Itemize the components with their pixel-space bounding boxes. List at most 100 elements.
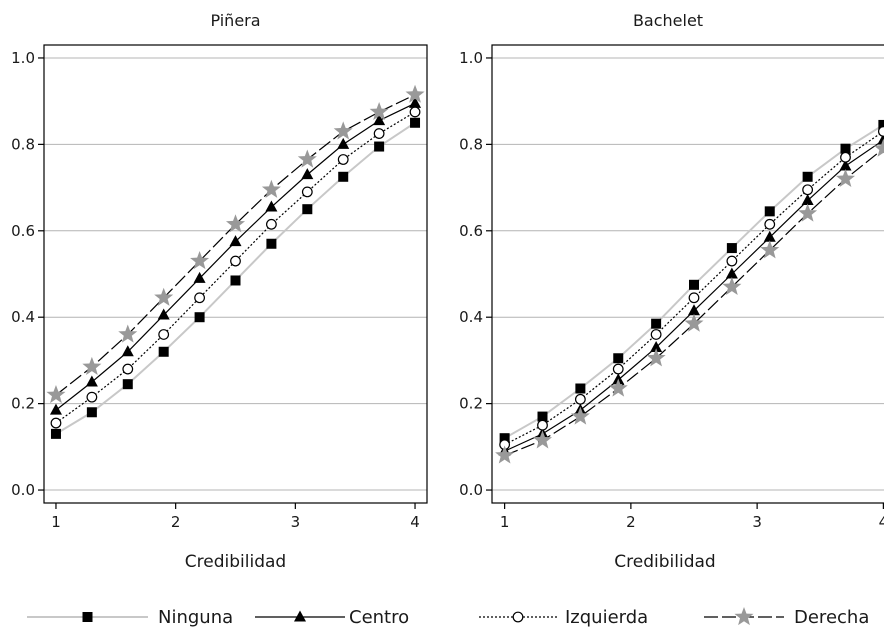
y-tick-label: 0.8 — [11, 135, 35, 153]
x-axis-label: Credibilidad — [614, 552, 715, 572]
data-point-ninguna — [878, 119, 884, 130]
data-point-derecha — [873, 138, 884, 157]
data-point-ninguna — [410, 117, 421, 128]
data-point-ninguna — [122, 379, 133, 390]
data-point-derecha — [190, 251, 210, 270]
data-point-centro — [725, 267, 738, 279]
data-point-ninguna — [726, 243, 737, 254]
data-point-ninguna — [86, 407, 97, 418]
data-point-derecha — [760, 240, 780, 259]
data-point-ninguna — [764, 206, 775, 217]
data-point-centro — [193, 271, 206, 283]
data-point-izquierda — [537, 419, 548, 431]
data-point-derecha — [261, 179, 281, 198]
data-point-izquierda — [688, 292, 700, 304]
data-point-izquierda — [158, 329, 170, 340]
data-point-derecha — [369, 101, 389, 121]
y-tick-label: 0.8 — [459, 135, 483, 153]
data-point-centro — [373, 114, 386, 126]
data-point-derecha — [46, 384, 66, 404]
data-point-derecha — [495, 445, 515, 464]
panel-title: Piñera — [210, 11, 260, 30]
data-point-izquierda — [764, 218, 776, 230]
x-tick-label: 3 — [291, 513, 301, 531]
x-axis-label: Credibilidad — [185, 552, 286, 572]
data-point-ninguna — [613, 353, 624, 364]
data-point-ninguna — [575, 383, 586, 394]
series-line-derecha — [504, 148, 884, 457]
data-point-izquierda — [574, 393, 586, 405]
data-point-derecha — [570, 406, 590, 425]
plot-frame — [43, 44, 428, 504]
data-point-centro — [121, 345, 134, 357]
series-line-derecha — [55, 94, 416, 396]
data-point-izquierda — [840, 151, 851, 163]
data-point-centro — [650, 340, 663, 352]
data-point-ninguna — [651, 318, 662, 329]
plot-frame — [491, 44, 884, 504]
data-point-ninguna — [374, 141, 385, 152]
data-point-izquierda — [266, 218, 277, 230]
data-point-ninguna — [802, 171, 813, 182]
data-point-centro — [265, 200, 278, 212]
data-point-derecha — [646, 348, 666, 367]
data-point-izquierda — [86, 391, 98, 403]
data-point-ninguna — [50, 428, 61, 439]
data-point-ninguna — [840, 143, 851, 154]
data-point-derecha — [118, 324, 138, 343]
data-point-centro — [839, 159, 852, 171]
data-point-izquierda — [122, 363, 134, 375]
data-point-derecha — [333, 121, 353, 140]
data-point-izquierda — [726, 255, 738, 267]
legend-label-derecha: Derecha — [794, 607, 869, 628]
legend-label-ninguna: Ninguna — [158, 607, 233, 628]
data-point-centro — [229, 235, 242, 247]
data-point-ninguna — [230, 275, 241, 286]
x-tick-label: 4 — [879, 513, 884, 531]
data-point-centro — [801, 194, 814, 206]
data-point-centro — [688, 304, 700, 316]
data-point-izquierda — [50, 417, 62, 429]
data-point-izquierda — [337, 154, 349, 165]
data-point-ninguna — [158, 346, 169, 357]
y-tick-label: 0.0 — [11, 481, 35, 499]
x-tick-label: 2 — [626, 513, 636, 531]
series-line-izquierda — [55, 111, 416, 424]
data-point-centro — [301, 168, 314, 180]
legend-label-izquierda: Izquierda — [565, 607, 648, 628]
x-tick-label: 4 — [410, 513, 420, 531]
data-point-ninguna — [499, 433, 510, 444]
data-point-centro — [409, 96, 422, 108]
data-point-ninguna — [302, 204, 313, 215]
y-tick-label: 0.0 — [459, 481, 483, 499]
y-tick-label: 0.4 — [11, 308, 35, 326]
legend-label-centro: Centro — [349, 607, 409, 628]
data-point-izquierda — [194, 292, 205, 304]
x-tick-label: 3 — [752, 513, 762, 531]
y-tick-label: 0.2 — [459, 395, 483, 413]
x-tick-label: 1 — [51, 513, 61, 531]
data-point-centro — [763, 230, 776, 242]
data-point-derecha — [405, 84, 425, 103]
data-point-derecha — [608, 378, 628, 397]
y-tick-label: 0.6 — [11, 222, 35, 240]
data-point-centro — [157, 308, 170, 320]
data-point-centro — [85, 375, 98, 387]
data-point-izquierda — [230, 255, 241, 267]
legend-marker-ninguna — [82, 612, 93, 622]
y-tick-label: 0.2 — [11, 395, 35, 413]
data-point-centro — [337, 137, 350, 149]
y-tick-label: 0.4 — [459, 308, 483, 326]
data-point-ninguna — [266, 238, 277, 249]
data-point-izquierda — [409, 106, 421, 118]
data-point-ninguna — [194, 312, 205, 323]
data-point-derecha — [154, 287, 174, 306]
data-point-derecha — [532, 430, 553, 449]
panel-title: Bachelet — [633, 11, 703, 30]
data-point-izquierda — [373, 128, 385, 139]
data-point-izquierda — [301, 186, 313, 198]
legend-marker-izquierda — [512, 611, 524, 623]
data-point-derecha — [798, 203, 818, 222]
chart-panel-bachelet: 0.0 0.2 0.4 0.6 0.8 1.0 1 2 3 4 Bachelet Credibilid… — [459, 11, 884, 572]
